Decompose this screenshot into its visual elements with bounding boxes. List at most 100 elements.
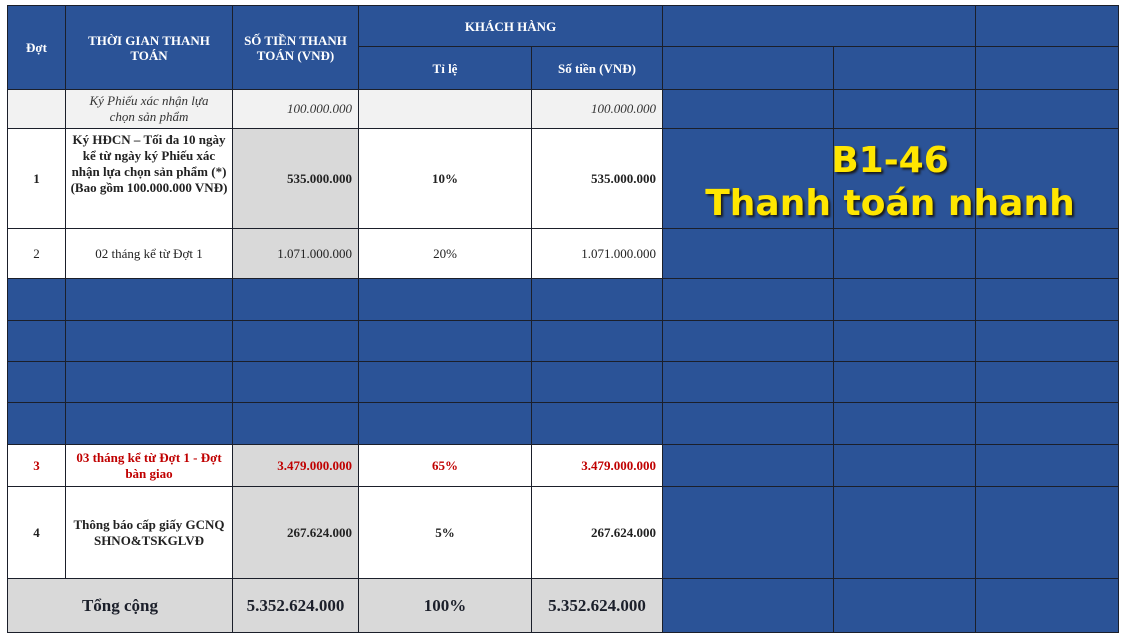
empty-cell — [8, 403, 66, 445]
empty-cell — [976, 279, 1119, 321]
empty-cell — [663, 487, 834, 579]
row1-dot-text: 1 — [33, 170, 40, 186]
empty-cell — [663, 47, 834, 90]
empty-cell — [663, 362, 834, 403]
row0-ratio — [359, 90, 532, 129]
header-dot: Đợt — [8, 6, 66, 90]
empty-cell — [8, 362, 66, 403]
empty-cell — [532, 279, 663, 321]
total-amount: 5.352.624.000 — [233, 579, 359, 633]
row3-time: 03 tháng kể từ Đợt 1 - Đợt bàn giao — [66, 445, 233, 487]
row3-dot: 3 — [8, 445, 66, 487]
total-ratio: 100% — [359, 579, 532, 633]
empty-cell — [663, 403, 834, 445]
row1-dot: 1 — [8, 129, 66, 229]
header-time: THỜI GIAN THANH TOÁN — [66, 6, 233, 90]
empty-cell — [976, 403, 1119, 445]
row3-time-text: 03 tháng kể từ Đợt 1 - Đợt bàn giao — [76, 449, 222, 481]
row0-dot — [8, 90, 66, 129]
empty-cell — [834, 362, 976, 403]
row1-amount: 535.000.000 — [233, 129, 359, 229]
row3-amount: 3.479.000.000 — [233, 445, 359, 487]
row2-ratio: 20% — [359, 229, 532, 279]
row1-customer-amount-text: 535.000.000 — [591, 170, 656, 186]
empty-cell — [663, 229, 834, 279]
empty-cell — [834, 445, 976, 487]
table-left-border — [7, 5, 8, 633]
row4-ratio-text: 5% — [435, 524, 455, 540]
row3-dot-text: 3 — [33, 457, 40, 473]
total-ratio-text: 100% — [423, 595, 467, 615]
row1-time-text: Ký HĐCN – Tối đa 10 ngày kể từ ngày ký P… — [70, 132, 228, 195]
row3-ratio: 65% — [359, 445, 532, 487]
row2-customer-amount: 1.071.000.000 — [532, 229, 663, 279]
empty-cell — [663, 321, 834, 362]
header-ratio-label: Tỉ lệ — [432, 60, 458, 76]
row4-ratio: 5% — [359, 487, 532, 579]
header-customer-label: KHÁCH HÀNG — [464, 18, 557, 34]
empty-cell — [233, 362, 359, 403]
empty-cell — [834, 229, 976, 279]
total-customer-amount: 5.352.624.000 — [532, 579, 663, 633]
row2-dot: 2 — [8, 229, 66, 279]
empty-cell — [66, 279, 233, 321]
header-time-label: THỜI GIAN THANH TOÁN — [88, 32, 210, 63]
empty-cell — [532, 403, 663, 445]
row3-ratio-text: 65% — [432, 457, 458, 473]
header-customer: KHÁCH HÀNG — [359, 6, 663, 47]
row1-customer-amount: 535.000.000 — [532, 129, 663, 229]
empty-cell — [976, 229, 1119, 279]
empty-cell — [359, 279, 532, 321]
empty-cell — [976, 362, 1119, 403]
empty-cell — [834, 579, 976, 633]
empty-cell — [532, 321, 663, 362]
empty-cell — [66, 321, 233, 362]
empty-cell — [976, 47, 1119, 90]
empty-cell — [359, 321, 532, 362]
empty-cell — [834, 403, 976, 445]
empty-cell — [976, 321, 1119, 362]
empty-cell — [663, 579, 834, 633]
row4-customer-amount-text: 267.624.000 — [591, 524, 656, 540]
empty-cell — [976, 445, 1119, 487]
row3-amount-text: 3.479.000.000 — [277, 457, 352, 473]
row4-amount: 267.624.000 — [233, 487, 359, 579]
empty-cell — [532, 362, 663, 403]
empty-cell — [8, 321, 66, 362]
empty-cell — [66, 362, 233, 403]
row0-time: Ký Phiếu xác nhận lựa chọn sản phẩm — [66, 90, 233, 129]
empty-cell — [233, 321, 359, 362]
row2-time-text: 02 tháng kể từ Đợt 1 — [95, 245, 203, 261]
empty-cell — [834, 129, 976, 229]
row1-amount-text: 535.000.000 — [287, 170, 352, 186]
empty-cell — [834, 321, 976, 362]
row2-amount-text: 1.071.000.000 — [277, 245, 352, 261]
row0-customer-amount-text: 100.000.000 — [591, 101, 656, 116]
header-customer-amount: Số tiền (VNĐ) — [532, 47, 663, 90]
empty-cell — [834, 47, 976, 90]
row4-customer-amount: 267.624.000 — [532, 487, 663, 579]
row4-time: Thông báo cấp giấy GCNQSHNO&TSKGLVĐ — [66, 487, 233, 579]
empty-cell — [359, 362, 532, 403]
table-top-border — [8, 5, 1119, 6]
empty-cell — [834, 90, 976, 129]
total-label-text: Tổng cộng — [81, 595, 159, 615]
empty-cell — [359, 403, 532, 445]
empty-cell — [976, 487, 1119, 579]
row0-customer-amount: 100.000.000 — [532, 90, 663, 129]
row0-time-text: Ký Phiếu xác nhận lựa chọn sản phẩm — [89, 93, 209, 124]
row1-ratio-text: 10% — [432, 170, 458, 186]
row4-dot-text: 4 — [33, 524, 40, 540]
row2-ratio-text: 20% — [433, 245, 457, 261]
empty-cell — [976, 579, 1119, 633]
row3-customer-amount-text: 3.479.000.000 — [581, 457, 656, 473]
empty-cell — [663, 90, 834, 129]
row0-amount-text: 100.000.000 — [287, 101, 352, 116]
empty-cell — [976, 90, 1119, 129]
row2-customer-amount-text: 1.071.000.000 — [581, 245, 656, 261]
header-amount: SỐ TIỀN THANH TOÁN (VNĐ) — [233, 6, 359, 90]
empty-cell — [8, 279, 66, 321]
row4-dot: 4 — [8, 487, 66, 579]
empty-cell — [663, 279, 834, 321]
